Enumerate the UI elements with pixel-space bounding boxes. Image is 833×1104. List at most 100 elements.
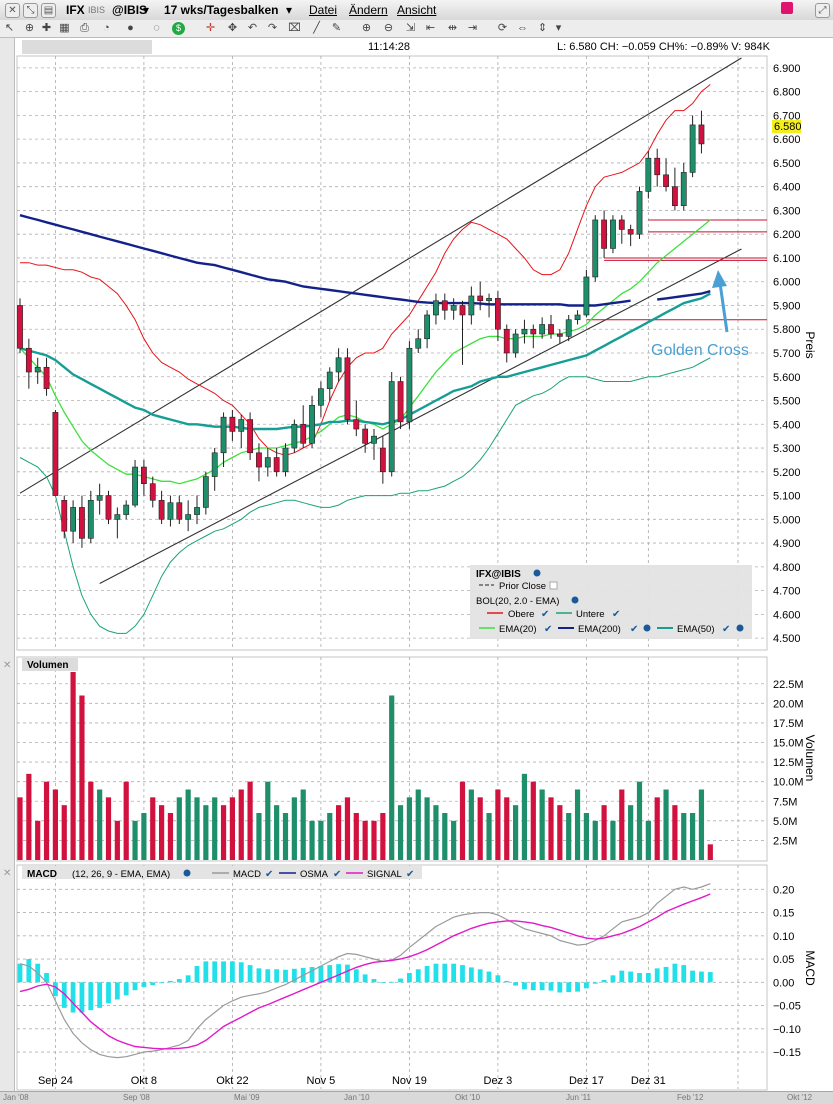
- legend-ema50: EMA(50): [677, 624, 714, 635]
- volume-bar: [628, 805, 634, 860]
- crosshair-icon[interactable]: ✚: [41, 22, 52, 34]
- macd-close-icon[interactable]: ✕: [3, 868, 11, 879]
- refresh-gray-icon[interactable]: ◌: [153, 22, 160, 34]
- osma-check-icon[interactable]: ✔: [333, 869, 341, 880]
- drawing-icon[interactable]: ✎: [331, 22, 342, 34]
- restore-icon[interactable]: ⤡: [23, 3, 38, 18]
- legend-ema50-check-icon[interactable]: ✔: [722, 624, 730, 635]
- grid-icon[interactable]: ▦: [59, 22, 70, 34]
- candle-body: [583, 276, 590, 316]
- volume-bar: [663, 789, 669, 860]
- legend-untere-check-icon[interactable]: ✔: [612, 609, 620, 620]
- candle-body: [335, 357, 342, 373]
- resize-icon[interactable]: ⤢: [815, 3, 830, 18]
- symbol-dropdown-icon[interactable]: ▾: [143, 3, 150, 17]
- macd-tick-label: 0.00: [773, 977, 794, 989]
- timeline-label: Feb '12: [677, 1093, 704, 1102]
- crosshair-red-icon[interactable]: ✛: [205, 22, 216, 34]
- text-tool-icon[interactable]: ⌧: [288, 22, 301, 34]
- legend-bol-settings-icon[interactable]: [571, 596, 579, 604]
- macd-settings-icon[interactable]: [183, 869, 191, 877]
- overview-timeline[interactable]: Jan '08 Sep '08 Mai '09 Jan '10 Okt '10 …: [0, 1091, 833, 1104]
- volume-bar: [513, 805, 519, 860]
- candle-body: [273, 457, 280, 473]
- candle-body: [167, 502, 174, 520]
- volume-bar: [212, 797, 218, 860]
- menu-datei[interactable]: Datei: [309, 3, 338, 17]
- undo-icon[interactable]: ↶: [247, 22, 258, 34]
- signal-check-icon[interactable]: ✔: [406, 869, 414, 880]
- data-icon[interactable]: ●: [127, 22, 134, 34]
- osma-bar: [681, 965, 687, 983]
- legend-untere: Untere: [576, 609, 605, 620]
- volume-bar: [88, 781, 94, 860]
- left-scroll-rail[interactable]: [0, 38, 15, 1103]
- osma-bar: [88, 982, 94, 1011]
- legend-ema50-settings-icon[interactable]: [736, 624, 744, 632]
- scroll-left-icon[interactable]: ⇤: [425, 22, 436, 34]
- legend-title: IFX@IBIS: [476, 569, 521, 580]
- volume-axis-title: Volumen: [803, 735, 817, 782]
- zoom-icon[interactable]: ⊕: [24, 22, 35, 34]
- legend-settings-icon[interactable]: [533, 569, 541, 577]
- legend-ema20-check-icon[interactable]: ✔: [544, 624, 552, 635]
- volume-bar: [468, 789, 474, 860]
- volume-bar: [521, 773, 528, 860]
- chart-type-icon[interactable]: ◔: [103, 22, 110, 34]
- price-tick-label: 6.300: [773, 205, 801, 217]
- legend-obere-check-icon[interactable]: ✔: [541, 609, 549, 620]
- expand-icon[interactable]: ⇔: [517, 22, 528, 34]
- price-tick-label: 6.500: [773, 158, 801, 170]
- legend-prior-close-checkbox[interactable]: [549, 581, 558, 590]
- interval-dropdown-icon[interactable]: ▾: [286, 3, 293, 17]
- interval-selector[interactable]: 17 wks/Tagesbalken: [164, 3, 279, 17]
- select-icon[interactable]: ⇲: [405, 22, 416, 34]
- legend-ema200-check-icon[interactable]: ✔: [630, 624, 638, 635]
- dollar-icon[interactable]: $: [172, 22, 185, 35]
- legend-ema200-settings-icon[interactable]: [643, 624, 651, 632]
- menu-aendern[interactable]: Ändern: [349, 3, 388, 17]
- scroll-right-icon[interactable]: ⇥: [467, 22, 478, 34]
- symbol-exchange-label[interactable]: @IBIS: [112, 3, 148, 17]
- split-icon[interactable]: ⇕: [537, 22, 548, 34]
- volume-close-icon[interactable]: ✕: [3, 660, 11, 671]
- volume-bar: [619, 789, 625, 860]
- osma-bar: [265, 969, 271, 983]
- candle-body: [158, 500, 165, 520]
- sync-icon[interactable]: ⟳: [497, 22, 508, 34]
- volume-bar: [539, 789, 545, 860]
- close-icon[interactable]: ✕: [5, 3, 20, 18]
- link-color-icon[interactable]: [781, 2, 793, 14]
- price-tick-label: 5.100: [773, 491, 801, 503]
- osma-bar: [185, 975, 191, 983]
- redo-icon[interactable]: ↷: [267, 22, 278, 34]
- volume-bar: [105, 797, 112, 860]
- volume-bar: [43, 781, 50, 860]
- symbol-label[interactable]: IFX: [66, 3, 85, 17]
- volume-tick-label: 5.0M: [773, 816, 797, 828]
- candle-body: [503, 328, 510, 354]
- volume-bar: [592, 820, 598, 860]
- osma-bar: [150, 982, 156, 986]
- osma-bar: [291, 968, 297, 983]
- candle-body: [185, 514, 192, 520]
- pan-icon[interactable]: ✥: [227, 22, 238, 34]
- cursor-icon[interactable]: ↖: [4, 22, 15, 34]
- trendline-icon[interactable]: ╱: [313, 22, 320, 34]
- zoom-in-icon[interactable]: ⊕: [361, 22, 372, 34]
- macd-check-icon[interactable]: ✔: [265, 869, 273, 880]
- menu-ansicht[interactable]: Ansicht: [397, 3, 437, 17]
- volume-bar: [282, 813, 289, 860]
- print-icon[interactable]: ⎙: [80, 22, 89, 34]
- volume-bar: [61, 805, 67, 860]
- candle-body: [132, 466, 138, 506]
- zoom-out-icon[interactable]: ⊖: [383, 22, 394, 34]
- volume-bar: [574, 789, 581, 860]
- window-menu-icon[interactable]: ▤: [41, 3, 56, 18]
- volume-bar: [79, 695, 85, 860]
- macd-tick-label: 0.10: [773, 931, 794, 943]
- legend-prior-close: Prior Close: [499, 581, 546, 592]
- more-dropdown-icon[interactable]: ▾: [555, 22, 562, 34]
- compress-icon[interactable]: ⇹: [447, 22, 458, 34]
